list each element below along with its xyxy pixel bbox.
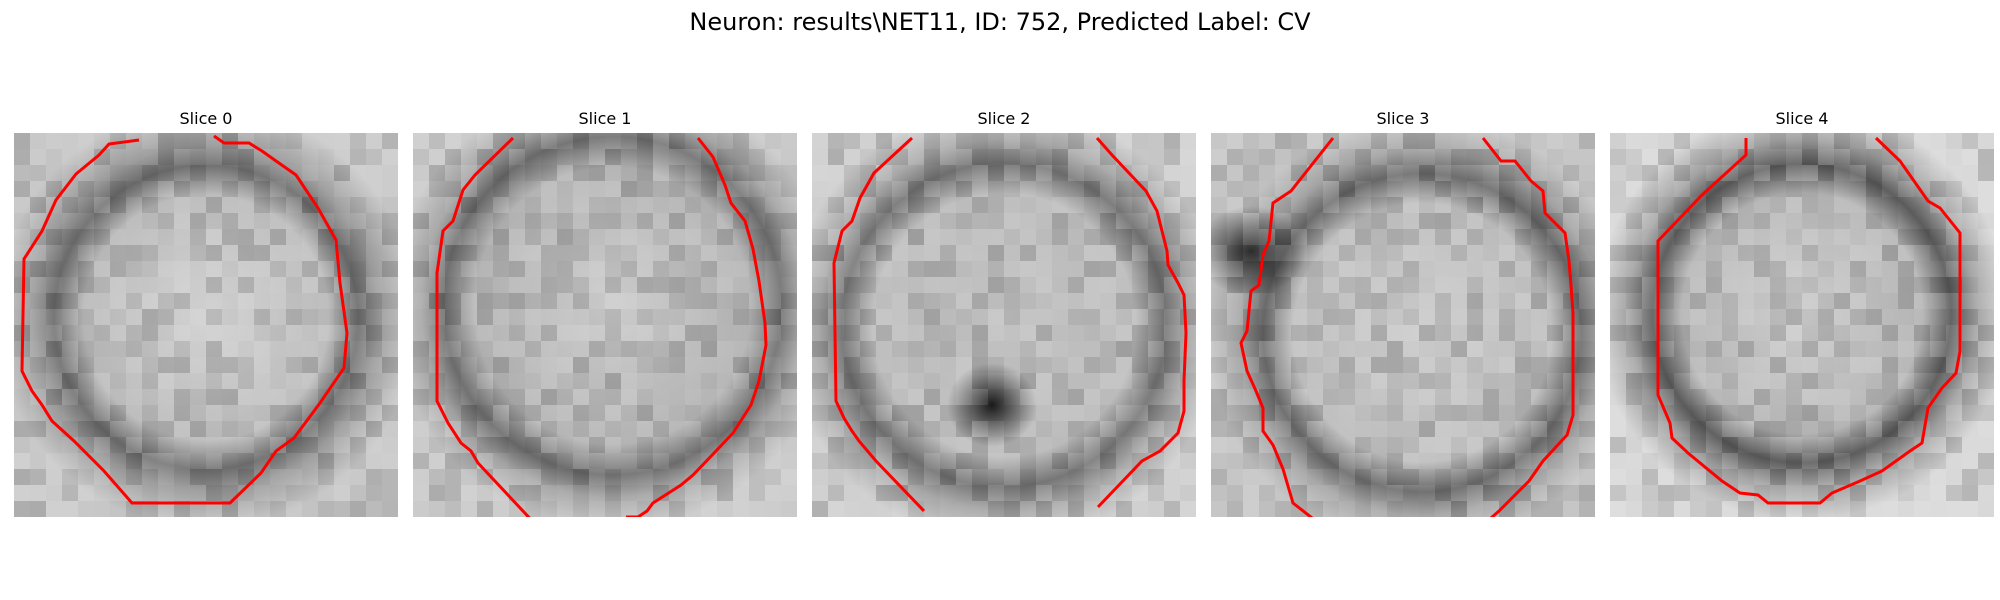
slice-title: Slice 2 [977,109,1031,128]
segmentation-contour [832,136,926,513]
segmentation-contour [1095,137,1188,509]
pixel-noise [1211,133,1595,517]
segmentation-contour [435,136,531,517]
slice-title: Slice 0 [179,109,233,128]
slice-panel-2: Slice 2 [812,108,1196,517]
dark-inclusion [947,363,1037,447]
microscopy-background [413,133,797,517]
pixel-noise [812,133,1196,517]
figure-title: Neuron: results\NET11, ID: 752, Predicte… [689,8,1311,36]
slice-panel-3: Slice 3 [1211,108,1595,517]
slice-image [413,133,797,517]
slice-image [14,133,398,517]
slice-title: Slice 4 [1775,109,1829,128]
slice-panel-4: Slice 4 [1610,108,1994,517]
slice-image [1610,133,1994,517]
segmentation-contour [1481,137,1575,517]
microscopy-background [14,133,398,517]
segmentation-contour [626,137,768,517]
slice-image [1211,133,1595,517]
pixel-noise [1610,133,1994,517]
slice-title: Slice 3 [1376,109,1430,128]
pixel-noise [413,133,797,517]
microscopy-background [812,133,1196,517]
pixel-noise [14,133,398,517]
segmentation-contour [1656,136,1962,505]
dark-membrane [1211,206,1306,296]
segmentation-contour [20,134,349,505]
slice-title: Slice 1 [578,109,632,128]
segmentation-contour [1239,137,1335,517]
microscopy-background [1610,133,1994,517]
slice-image [812,133,1196,517]
slice-panel-0: Slice 0 [14,108,398,517]
slice-panel-1: Slice 1 [413,108,797,517]
